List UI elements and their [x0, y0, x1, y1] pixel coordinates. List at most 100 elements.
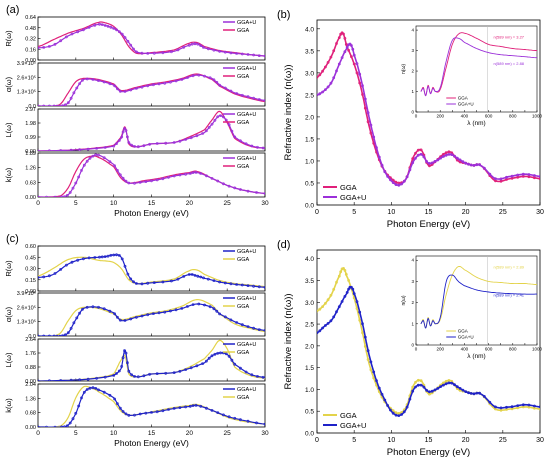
data-point	[97, 153, 100, 157]
data-point	[229, 89, 233, 93]
data-point	[121, 176, 125, 180]
data-point	[335, 280, 338, 284]
data-point	[82, 28, 85, 32]
data-point	[257, 285, 261, 289]
data-point	[347, 287, 351, 291]
legend: GGA+U GGA	[223, 342, 256, 356]
data-point	[441, 155, 445, 158]
data-point	[123, 90, 127, 93]
y-tick-label: 0.0	[305, 203, 314, 210]
data-point	[70, 260, 74, 264]
data-point	[113, 164, 117, 168]
data-point	[240, 93, 244, 97]
data-point	[155, 142, 159, 145]
inset-frame	[415, 25, 538, 113]
data-point	[134, 50, 138, 54]
data-point	[193, 42, 197, 46]
data-point	[411, 157, 415, 161]
data-point	[117, 369, 121, 373]
legend: GGA+U GGA	[223, 156, 256, 170]
data-point	[425, 388, 429, 392]
data-point	[69, 326, 73, 330]
data-point	[377, 155, 381, 159]
data-point	[72, 321, 76, 325]
inset-legend-label: GGA	[458, 329, 468, 334]
data-point	[218, 49, 222, 53]
data-point	[138, 412, 142, 416]
data-point	[263, 422, 265, 426]
data-point	[240, 52, 244, 56]
data-point	[112, 253, 116, 257]
data-point	[48, 334, 51, 336]
data-point	[218, 280, 222, 284]
series-line	[38, 155, 265, 197]
data-point	[329, 81, 333, 85]
data-point	[318, 92, 322, 96]
data-point	[78, 148, 81, 151]
data-point	[482, 394, 486, 398]
data-point	[42, 104, 46, 106]
data-point	[174, 79, 178, 83]
data-point	[227, 354, 231, 358]
data-point	[80, 396, 83, 400]
data-point	[113, 397, 117, 401]
data-point	[189, 366, 193, 370]
data-point	[345, 46, 349, 49]
data-point	[240, 283, 244, 287]
data-point	[257, 54, 261, 58]
y-tick-label: 0.15	[25, 278, 36, 284]
data-point	[102, 390, 106, 394]
data-point	[42, 334, 46, 336]
data-point	[527, 403, 531, 407]
data-point	[227, 415, 231, 419]
data-point	[215, 80, 219, 84]
data-point	[533, 174, 536, 177]
data-point	[221, 115, 225, 119]
data-point	[363, 335, 367, 339]
data-point	[347, 278, 351, 282]
panel-label: (d)	[277, 239, 290, 251]
legend-label: GGA+U	[340, 421, 366, 430]
data-point	[453, 154, 456, 158]
data-point	[246, 325, 250, 329]
data-point	[52, 104, 56, 106]
data-point	[146, 281, 150, 285]
data-point	[140, 51, 144, 55]
data-point	[61, 334, 64, 336]
data-point	[361, 84, 364, 88]
x-tick-label: 0	[36, 430, 40, 437]
data-point	[416, 153, 420, 157]
data-point	[261, 375, 265, 379]
data-point	[176, 277, 180, 281]
data-point	[82, 390, 86, 394]
data-point	[204, 129, 208, 133]
data-point	[132, 280, 135, 284]
data-point	[102, 156, 106, 160]
data-point	[433, 388, 437, 392]
data-point	[332, 315, 336, 319]
data-point	[108, 82, 112, 86]
data-point	[129, 43, 133, 47]
legend-label: GGA+U	[237, 112, 256, 118]
data-point	[366, 111, 370, 115]
data-point	[121, 356, 125, 360]
plot-area	[38, 253, 265, 289]
data-point	[68, 191, 72, 194]
data-point	[38, 195, 40, 197]
data-point	[467, 162, 470, 166]
data-point	[397, 414, 401, 418]
data-point	[199, 172, 203, 175]
legend: GGA+U GGA	[223, 112, 256, 126]
inset-x-axis-label: λ (nm)	[467, 120, 485, 127]
data-point	[38, 276, 40, 279]
data-point	[144, 180, 148, 184]
data-point	[38, 379, 40, 381]
legend-label: GGA	[237, 257, 250, 263]
y-tick-label: 2.5	[305, 322, 314, 329]
inset-x-tick-label: 400	[461, 114, 469, 119]
data-point	[91, 154, 95, 158]
x-tick-label: 0	[36, 200, 40, 207]
data-point	[113, 312, 117, 316]
series-gga-plus-u	[38, 302, 265, 336]
data-point	[124, 179, 128, 183]
